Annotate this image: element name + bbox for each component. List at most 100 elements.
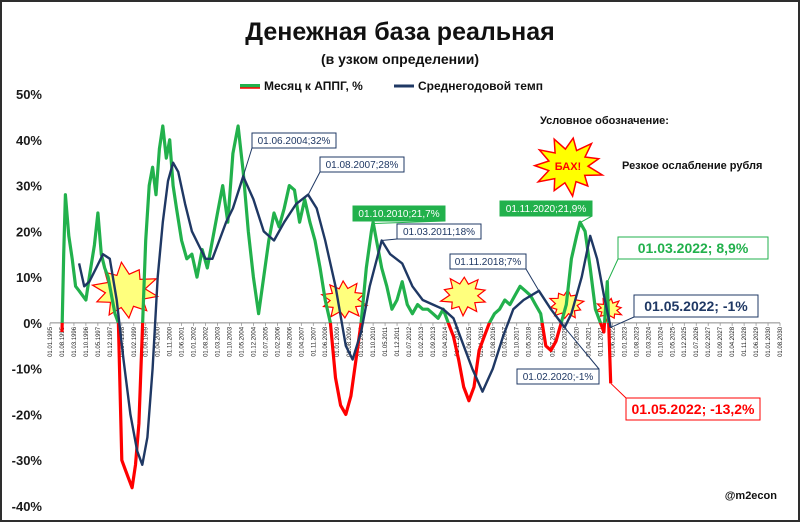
annotation-box bbox=[396, 223, 482, 240]
x-tick-label: 01.02.2013 bbox=[419, 326, 425, 357]
x-tick-label: 01.08.2016 bbox=[491, 326, 497, 357]
note-burst-icon bbox=[532, 136, 605, 199]
x-tick-label: 01.05.1997 bbox=[96, 326, 102, 357]
x-tick-label: 01.05.2011 bbox=[383, 326, 389, 356]
series-average-line bbox=[77, 161, 612, 466]
y-tick-label: 20% bbox=[16, 224, 42, 239]
x-tick-label: 01.02.2027 bbox=[706, 326, 712, 357]
annotation-label: 01.05.2022; -13,2% bbox=[632, 401, 756, 417]
x-tick-label: 01.03.1996 bbox=[72, 326, 78, 357]
x-tick-label: 01.03.2003 bbox=[216, 326, 222, 357]
y-axis: 50% 40% 30% 20% 10% 0% -10% -20% -30% -40% bbox=[12, 87, 780, 514]
legend: Месяц к АППГ, % Среднегодовой темп bbox=[240, 79, 543, 93]
chart-title: Денежная база реальная bbox=[245, 18, 554, 46]
x-tick-label: 01.01.2023 bbox=[622, 326, 628, 357]
x-tick-label: 01.10.2024 bbox=[658, 326, 664, 357]
annotation-leader bbox=[381, 238, 398, 241]
annotation-box bbox=[251, 132, 337, 149]
burst-icon bbox=[438, 276, 487, 318]
x-tick-label: 01.08.1995 bbox=[60, 326, 66, 357]
x-tick-label: 01.11.2028 bbox=[742, 326, 748, 356]
x-tick-label: 01.02.2020 bbox=[563, 326, 569, 357]
annotation-leader bbox=[579, 215, 593, 224]
x-tick-label: 01.07.2026 bbox=[694, 326, 700, 357]
x-tick-label: 01.09.2006 bbox=[287, 326, 293, 357]
x-tick-label: 01.04.2014 bbox=[443, 326, 449, 357]
annotation-label: 01.08.2007;28% bbox=[326, 160, 399, 171]
y-tick-label: -40% bbox=[12, 499, 43, 514]
x-tick-label: 01.04.2007 bbox=[299, 326, 305, 357]
annotation-label: 01.02.2020;-1% bbox=[523, 372, 594, 383]
x-tick-label: 01.03.2024 bbox=[646, 326, 652, 357]
annotation-leader bbox=[307, 171, 321, 195]
x-tick-label: 01.11.2021 bbox=[598, 326, 604, 356]
y-tick-label: -20% bbox=[12, 407, 43, 422]
x-tick-label: 01.05.2004 bbox=[239, 326, 245, 357]
series-monthly-line-positive bbox=[60, 124, 611, 323]
y-tick-label: 40% bbox=[16, 133, 42, 148]
x-tick-label: 01.08.2023 bbox=[634, 326, 640, 357]
annotation-label: 01.03.2011;18% bbox=[403, 227, 475, 238]
annotation-box bbox=[319, 156, 405, 173]
annotation-label: 01.11.2020;21,9% bbox=[506, 204, 587, 215]
x-tick-label: 01.02.2006 bbox=[275, 326, 281, 357]
annotation-label: 01.06.2004;32% bbox=[258, 136, 331, 147]
legend-note: Условное обозначение: БАХ! Резкое ослабл… bbox=[532, 115, 762, 199]
x-tick-label: 01.09.1999 bbox=[144, 326, 150, 357]
annotation-leader bbox=[242, 147, 253, 177]
x-tick-label: 01.06.2001 bbox=[180, 326, 186, 357]
legend-label-average: Среднегодовой темп bbox=[418, 79, 543, 93]
x-tick-label: 01.08.2030 bbox=[778, 326, 784, 357]
annotation-label: 01.05.2022; -1% bbox=[644, 298, 748, 314]
x-tick-label: 01.01.2009 bbox=[335, 326, 341, 357]
x-tick-label: 01.11.2007 bbox=[311, 326, 317, 356]
x-tick-label: 01.01.2030 bbox=[766, 326, 772, 357]
x-tick-label: 01.06.2015 bbox=[467, 326, 473, 357]
y-tick-label: -30% bbox=[12, 453, 43, 468]
x-tick-label: 01.12.2025 bbox=[682, 326, 688, 357]
annotation-box bbox=[352, 205, 446, 222]
x-tick-label: 01.04.2021 bbox=[587, 326, 593, 357]
annotation-leader bbox=[606, 258, 619, 283]
x-tick-label: 01.09.2013 bbox=[431, 326, 437, 357]
burst-icon bbox=[90, 260, 160, 320]
x-tick-label: 01.08.2009 bbox=[347, 326, 353, 357]
x-tick-label: 01.10.1996 bbox=[84, 326, 90, 357]
bursts-layer bbox=[90, 260, 624, 323]
credit: @m2econ bbox=[725, 490, 778, 502]
legend-label-monthly: Месяц к АППГ, % bbox=[264, 79, 363, 93]
y-tick-label: 50% bbox=[16, 87, 42, 102]
series-monthly-line-negative bbox=[60, 322, 613, 490]
x-tick-label: 01.11.2000 bbox=[168, 326, 174, 356]
x-tick-label: 01.10.2010 bbox=[371, 326, 377, 357]
series-layer bbox=[60, 124, 613, 490]
annotation-label: 01.10.2010;21,7% bbox=[358, 209, 439, 220]
annotation-leader bbox=[564, 327, 600, 370]
annotation-box bbox=[449, 253, 527, 270]
x-tick-label: 01.10.2017 bbox=[515, 326, 521, 357]
annotations-layer: 01.06.2004;32% 01.08.2007;28% 01.10.2010;2… bbox=[242, 132, 769, 421]
x-tick-label: 01.04.2028 bbox=[730, 326, 736, 357]
x-tick-label: 01.12.2011 bbox=[395, 326, 401, 356]
note-text: Резкое ослабление рубля bbox=[622, 160, 762, 172]
annotation-box bbox=[625, 397, 761, 421]
x-tick-label: 01.08.2002 bbox=[204, 326, 210, 357]
x-tick-label: 01.07.2019 bbox=[551, 326, 557, 357]
x-tick-label: 01.12.2004 bbox=[251, 326, 257, 357]
burst-icon bbox=[320, 279, 369, 319]
x-tick-label: 01.06.2008 bbox=[323, 326, 329, 357]
x-tick-label: 01.10.2003 bbox=[228, 326, 234, 357]
annotation-box bbox=[499, 200, 593, 217]
x-tick-label: 01.05.2018 bbox=[527, 326, 533, 357]
annotation-leader bbox=[610, 316, 635, 328]
annotation-label: 01.03.2022; 8,9% bbox=[638, 240, 749, 256]
annotation-leader bbox=[610, 382, 627, 399]
x-tick-label: 01.03.2017 bbox=[503, 326, 509, 357]
y-tick-label: 10% bbox=[16, 270, 42, 285]
x-axis: 01.01.1995 01.08.1995 01.03.1996 01.10.1996… bbox=[48, 322, 784, 357]
annotation-leader bbox=[525, 268, 540, 292]
annotation-box bbox=[516, 368, 600, 385]
x-tick-label: 01.09.2020 bbox=[575, 326, 581, 357]
